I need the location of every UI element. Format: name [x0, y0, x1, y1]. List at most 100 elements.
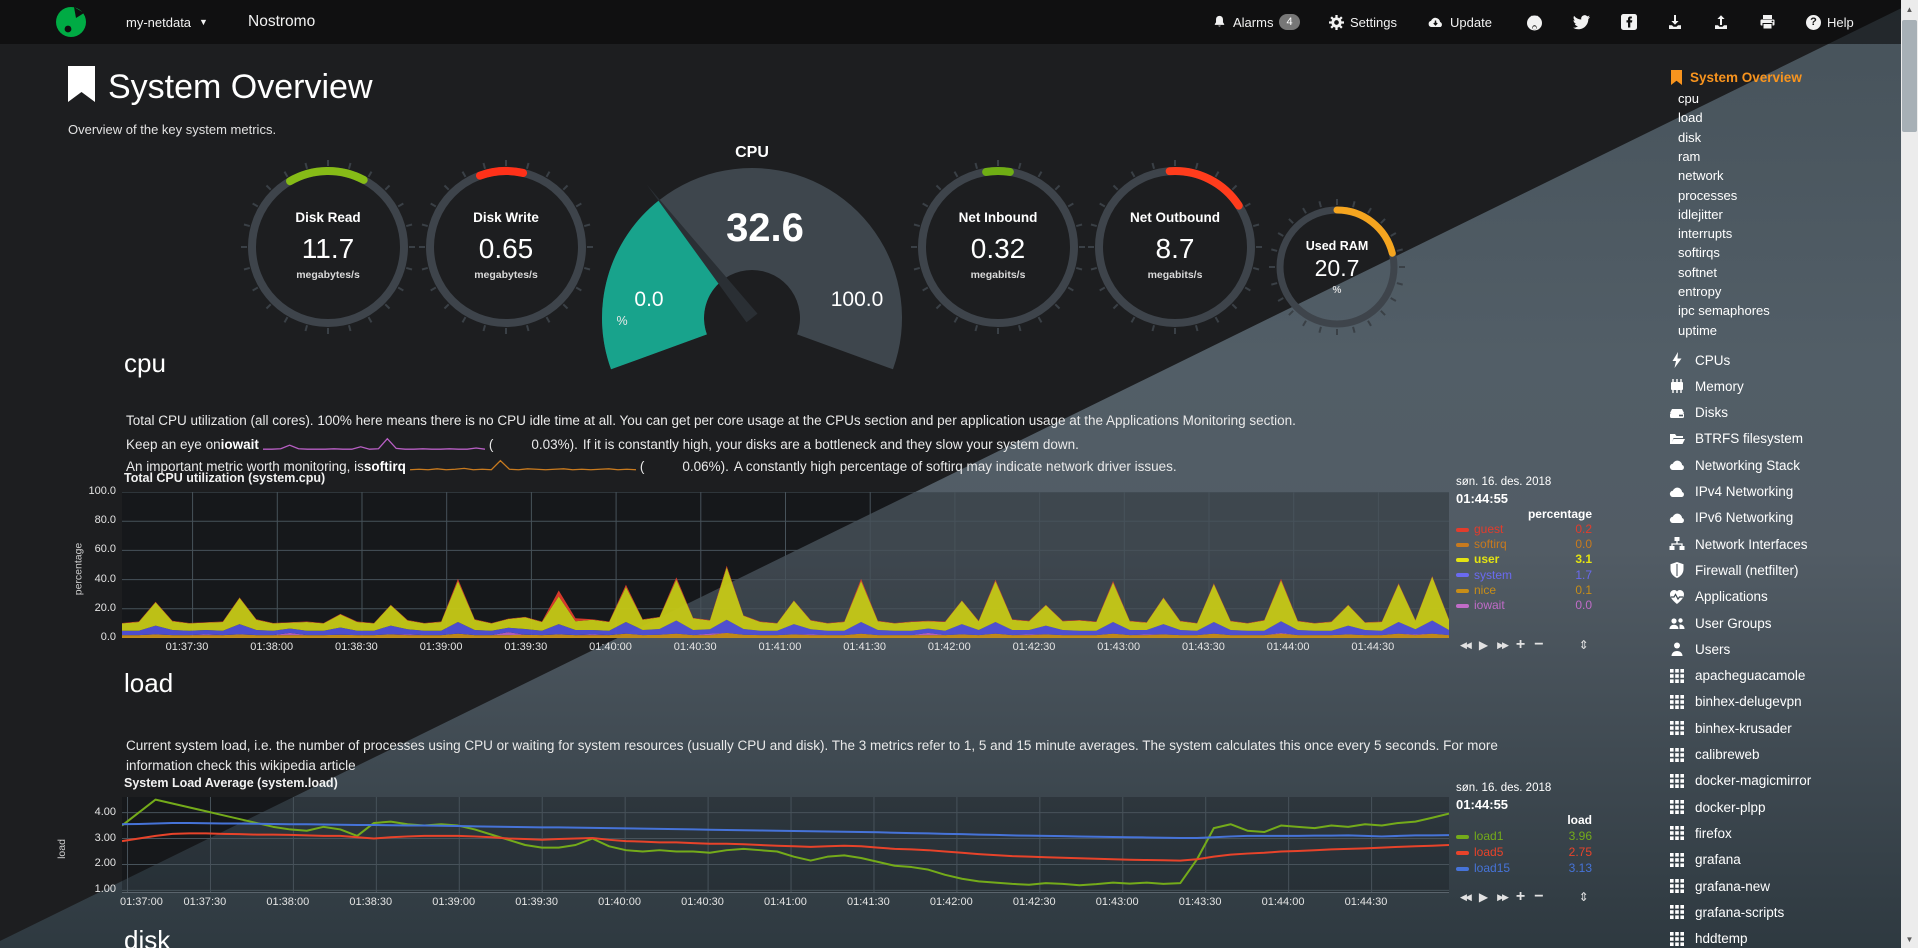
gauge-disk-read[interactable]: Disk Read 11.7 megabytes/s	[238, 157, 418, 337]
chart-plot-cpu[interactable]	[122, 492, 1449, 638]
facebook-button[interactable]	[1621, 0, 1637, 44]
user-icon	[1671, 642, 1683, 657]
sidebar-item-disks[interactable]: Disks	[1669, 405, 1728, 421]
sidebar-item-cpus[interactable]: CPUs	[1669, 352, 1730, 368]
sidebar-item-firewall-netfilter-[interactable]: Firewall (netfilter)	[1669, 562, 1799, 579]
pan-right-button[interactable]: ▶▶	[1497, 639, 1509, 650]
chart-plot-load[interactable]	[122, 797, 1449, 893]
sidebar-link-processes[interactable]: processes	[1678, 187, 1738, 203]
scrollbar-down-arrow[interactable]: ▼	[1905, 934, 1914, 944]
cloud-icon	[1669, 460, 1684, 471]
print-icon	[1760, 15, 1775, 30]
update-button[interactable]: Update	[1427, 0, 1492, 44]
netdata-logo[interactable]	[54, 0, 88, 44]
sidebar-link-entropy[interactable]: entropy	[1678, 284, 1722, 299]
legend-row-nice[interactable]: nice 0.1	[1456, 583, 1592, 597]
legend-row-guest[interactable]: guest 0.2	[1456, 522, 1592, 536]
legend-row-system[interactable]: system 1.7	[1456, 568, 1592, 582]
legend-swatch	[1456, 543, 1469, 548]
grid-icon	[1670, 826, 1684, 841]
sidebar-item-docker-magicmirror[interactable]: docker-magicmirror	[1669, 773, 1811, 789]
cpu-gauge-max: 100.0	[830, 288, 884, 311]
x-axis-tick: 01:43:30	[1178, 896, 1222, 908]
gauge-unit: %	[1332, 285, 1342, 296]
sidebar-link-idlejitter[interactable]: idlejitter	[1678, 206, 1723, 222]
x-axis-tick: 01:39:00	[419, 641, 463, 653]
sidebar-item-networking-stack[interactable]: Networking Stack	[1669, 457, 1800, 473]
sidebar-item-grafana-scripts[interactable]: grafana-scripts	[1669, 904, 1784, 920]
sidebar-item-btrfs-filesystem[interactable]: BTRFS filesystem	[1669, 431, 1803, 447]
sidebar-item-ipv4-networking[interactable]: IPv4 Networking	[1669, 484, 1793, 500]
sidebar-item-label: Networking Stack	[1695, 457, 1801, 473]
pan-left-button[interactable]: ◀◀	[1460, 891, 1472, 902]
hostname[interactable]: Nostromo	[248, 13, 316, 30]
print-button[interactable]	[1759, 0, 1776, 44]
sidebar-item-user-groups[interactable]: User Groups	[1669, 615, 1772, 631]
scrollbar-thumb[interactable]	[1902, 20, 1917, 132]
legend-row-softirq[interactable]: softirq 0.0	[1456, 537, 1592, 551]
legend-row-load1[interactable]: load1 3.96	[1456, 829, 1592, 843]
sidebar-item-docker-plpp[interactable]: docker-plpp	[1669, 799, 1766, 815]
sidebar-item-network-interfaces[interactable]: Network Interfaces	[1669, 536, 1808, 552]
softirq-sparkline[interactable]	[409, 457, 636, 474]
github-button[interactable]	[1526, 0, 1543, 44]
twitter-button[interactable]	[1573, 0, 1590, 44]
help-button[interactable]: ? Help	[1806, 0, 1854, 44]
resize-handle[interactable]: ⇕	[1578, 890, 1589, 904]
legend-row-user[interactable]: user 3.1	[1456, 552, 1592, 566]
legend-row-iowait[interactable]: iowait 0.0	[1456, 598, 1592, 612]
sidebar-item-memory[interactable]: Memory	[1669, 378, 1744, 394]
zoom-out-button[interactable]: −	[1534, 636, 1544, 653]
alarms-button[interactable]: Alarms 4	[1212, 0, 1300, 44]
scrollbar-up-arrow[interactable]: ▲	[1905, 4, 1914, 14]
legend-row-load15[interactable]: load15 3.13	[1456, 861, 1592, 875]
settings-button[interactable]: Settings	[1329, 0, 1397, 44]
my-netdata-menu[interactable]: my-netdata ▼	[126, 0, 208, 44]
sidebar-link-load[interactable]: load	[1678, 110, 1703, 126]
sidebar-link-softnet[interactable]: softnet	[1678, 264, 1718, 280]
play-button[interactable]: ▶	[1478, 638, 1489, 652]
x-axis-tick: 01:44:30	[1351, 641, 1395, 653]
sidebar-link-network[interactable]: network	[1678, 168, 1724, 184]
sidebar-link-softirqs[interactable]: softirqs	[1678, 245, 1720, 261]
legend-row-load5[interactable]: load5 2.75	[1456, 845, 1592, 859]
sidebar-item-label: hddtemp	[1695, 931, 1748, 947]
sidebar-item-binhex-krusader[interactable]: binhex-krusader	[1669, 720, 1792, 736]
pan-left-button[interactable]: ◀◀	[1460, 639, 1472, 650]
sidebar-link-uptime[interactable]: uptime	[1678, 322, 1718, 338]
pan-right-button[interactable]: ▶▶	[1497, 891, 1509, 902]
sidebar-item-grafana[interactable]: grafana	[1669, 852, 1741, 868]
resize-handle[interactable]: ⇕	[1578, 638, 1589, 652]
iowait-sparkline[interactable]	[262, 435, 485, 452]
zoom-out-button[interactable]: −	[1534, 888, 1544, 905]
sidebar-item-binhex-delugevpn[interactable]: binhex-delugevpn	[1669, 694, 1802, 710]
sidebar-item-firefox[interactable]: firefox	[1669, 825, 1732, 841]
cpu-gauge-min: 0.0	[634, 288, 664, 311]
gauge-net-inbound[interactable]: Net Inbound 0.32 megabits/s	[908, 157, 1088, 337]
play-button[interactable]: ▶	[1478, 890, 1489, 904]
sidebar-item-ipv6-networking[interactable]: IPv6 Networking	[1669, 510, 1793, 526]
sidebar-item-applications[interactable]: Applications	[1669, 589, 1768, 605]
sidebar-item-system-overview[interactable]: System Overview	[1671, 70, 1802, 85]
sidebar-item-grafana-new[interactable]: grafana-new	[1669, 878, 1770, 894]
sidebar-link-interrupts[interactable]: interrupts	[1678, 226, 1733, 242]
sidebar-item-calibreweb[interactable]: calibreweb	[1669, 747, 1760, 763]
upload-button[interactable]	[1713, 0, 1729, 44]
zoom-in-button[interactable]: +	[1515, 636, 1526, 653]
gauge-used-ram[interactable]: Used RAM 20.7%	[1266, 196, 1408, 338]
sidebar-link-disk[interactable]: disk	[1678, 129, 1702, 145]
sidebar-item-users[interactable]: Users	[1669, 641, 1730, 657]
page-scrollbar[interactable]: ▲ ▼	[1901, 0, 1918, 948]
download-button[interactable]	[1667, 0, 1683, 44]
grid-icon	[1670, 879, 1684, 893]
sidebar-link-ipc-semaphores[interactable]: ipc semaphores	[1678, 303, 1770, 319]
sidebar-link-cpu[interactable]: cpu	[1678, 91, 1699, 106]
gauge-disk-write[interactable]: Disk Write 0.65 megabytes/s	[416, 157, 596, 337]
gauge-net-outbound[interactable]: Net Outbound 8.7 megabits/s	[1085, 157, 1265, 337]
x-axis-tick: 01:38:30	[349, 896, 393, 908]
sidebar-item-apacheguacamole[interactable]: apacheguacamole	[1669, 668, 1805, 684]
zoom-in-button[interactable]: +	[1515, 888, 1526, 905]
sidebar-link-ram[interactable]: ram	[1678, 148, 1701, 164]
sidebar-item-hddtemp[interactable]: hddtemp	[1669, 931, 1748, 947]
